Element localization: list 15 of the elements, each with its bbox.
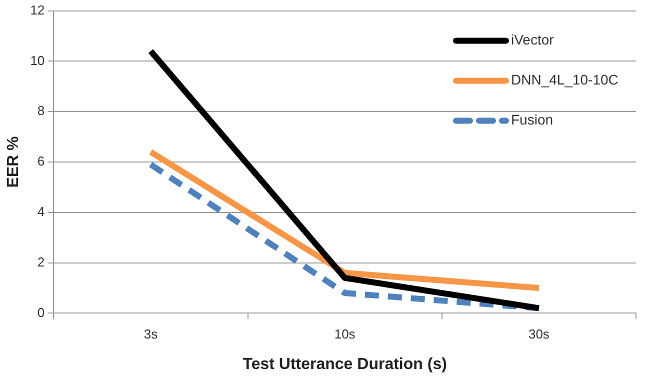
x-tick-label: 10s — [334, 326, 356, 342]
y-tick-label: 2 — [37, 254, 45, 270]
legend-label: iVector — [511, 32, 554, 48]
y-tick-label: 8 — [37, 103, 45, 118]
y-axis-title: EER % — [5, 136, 22, 188]
legend-label: Fusion — [511, 112, 554, 128]
x-axis-title: Test Utterance Duration (s) — [242, 356, 447, 373]
legend-label: DNN_4L_10-10C — [511, 72, 618, 88]
x-tick-label: 3s — [144, 326, 158, 342]
y-tick-label: 0 — [37, 304, 45, 320]
x-tick-label: 30s — [528, 326, 550, 342]
y-tick-label: 10 — [30, 52, 45, 68]
y-tick-label: 4 — [37, 204, 45, 219]
y-tick-label: 12 — [30, 2, 45, 18]
y-tick-label: 6 — [37, 154, 45, 169]
